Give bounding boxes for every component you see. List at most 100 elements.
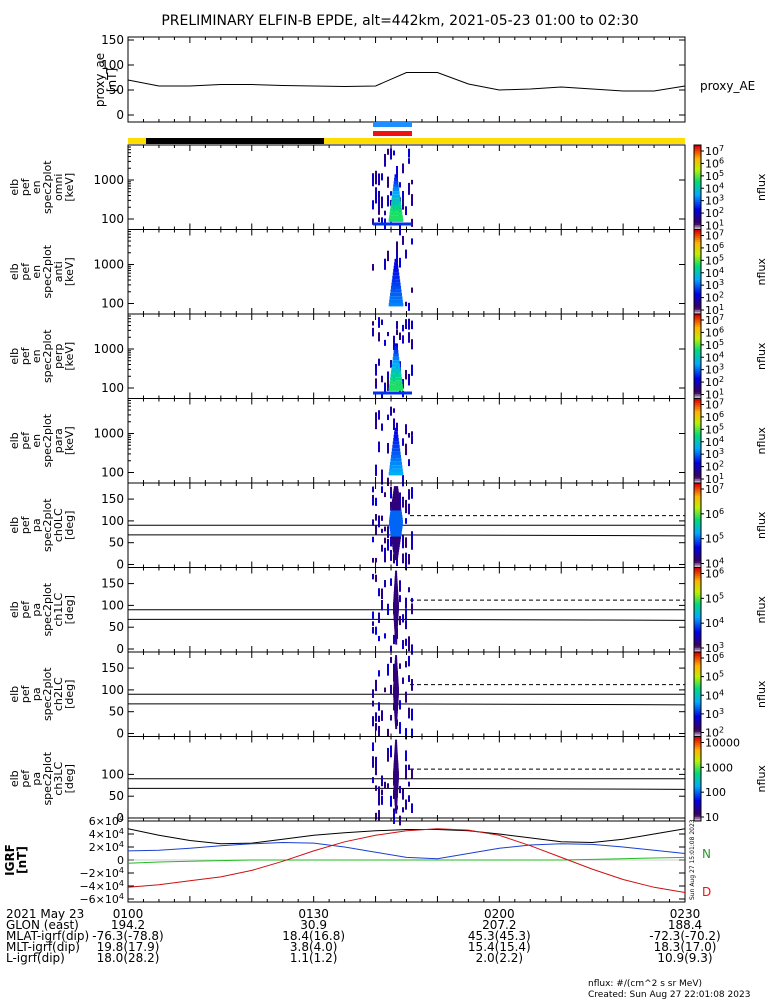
spec-pixel [405, 661, 407, 668]
colorbar-cell [694, 174, 701, 178]
colorbar-cell [694, 713, 701, 716]
spec-core [393, 265, 399, 269]
spec-pixel [405, 319, 407, 330]
colorbar-cell [694, 411, 701, 414]
spec-pixel [372, 777, 374, 784]
spec-pixel [378, 358, 380, 366]
orbit-cell: 0130 [298, 907, 329, 921]
spec-pixel [393, 150, 395, 156]
colorbar-cell [694, 812, 701, 816]
spec-pixel [411, 197, 413, 206]
colorbar-cell [694, 658, 701, 661]
spec-pixel [384, 555, 386, 563]
colorbar-label-exp: 6 [719, 325, 724, 334]
colorbar-cell [694, 567, 701, 571]
spec-core [394, 174, 398, 178]
colorbar-cell [694, 801, 701, 805]
panel-ylabel: en [30, 434, 43, 448]
footer-units: nflux: #/(cm^2 s sr MeV) [588, 979, 702, 989]
en-tick-label: 100 [101, 297, 124, 311]
colorbar-cell [694, 571, 701, 575]
colorbar-cell [694, 649, 701, 653]
colorbar-cell [694, 533, 701, 537]
colorbar-cell [694, 212, 701, 216]
spec-pixel [411, 339, 413, 344]
spec-pixel [372, 716, 374, 727]
spec-core [394, 346, 398, 351]
colorbar-label-exp: 7 [719, 313, 724, 322]
colorbar-label: 105 [705, 531, 724, 546]
colorbar-cell [694, 499, 701, 503]
colorbar-cell [694, 632, 701, 636]
sunlight-bar [128, 138, 685, 144]
colorbar-label-exp: 3 [719, 193, 724, 202]
colorbar-cell [694, 580, 701, 583]
colorbar-cell [694, 763, 701, 767]
state-bars [128, 122, 685, 144]
orbit-cell: 45.3(45.3) [468, 929, 531, 943]
colorbar-cell [694, 392, 701, 395]
spec-pixel [405, 518, 407, 524]
spec-pixel [411, 194, 413, 200]
spec-core [390, 208, 402, 212]
colorbar-label-exp: 4 [719, 616, 724, 625]
colorbar-cell [694, 548, 701, 552]
colorbar-cell [694, 810, 701, 814]
igrf-tick-label: −6×104 [79, 892, 124, 907]
colorbar-cell [694, 333, 701, 336]
spec-pixel [387, 377, 389, 389]
spec-pixel [390, 795, 392, 807]
figure-title: PRELIMINARY ELFIN-B EPDE, alt=442km, 202… [161, 13, 638, 29]
colorbar-cell [694, 620, 701, 623]
orbit-table: 2021 May 23 0100 0130 0200 0230 GLON (east) 19… [6, 907, 721, 965]
colorbar-cell [694, 757, 701, 761]
spec-pixel [399, 785, 401, 794]
colorbar-cell [694, 352, 701, 355]
panel-ylabel: elb [8, 179, 21, 196]
spec-pixel [402, 205, 404, 210]
spec-pixel [378, 810, 380, 821]
spec-pixel [411, 238, 413, 245]
colorbar-cell [694, 259, 701, 262]
colorbar-label-exp: 7 [719, 144, 724, 153]
spec-core [394, 431, 398, 435]
pa-loss-cone-line [128, 703, 686, 706]
spec-core [392, 360, 400, 364]
colorbar-cell [694, 671, 701, 674]
panel-ylabel: en [30, 349, 43, 363]
colorbar-cell [694, 624, 701, 628]
colorbar-cell [694, 265, 701, 269]
spec-pixel [390, 745, 392, 758]
colorbar-label-exp: 6 [719, 566, 724, 575]
colorbar-cell [694, 706, 701, 710]
spec-pixel [390, 148, 392, 160]
igrf-tick-label: 0 [117, 854, 124, 867]
pa-tick-label: 0 [116, 642, 124, 656]
colorbar-cell [694, 563, 701, 566]
colorbar-cell [694, 575, 701, 579]
colorbar-cell [694, 588, 701, 592]
spec-pixel [408, 158, 410, 164]
colorbar-label: 107 [705, 482, 724, 497]
colorbar-cell [694, 641, 701, 645]
colorbar-cell [694, 597, 701, 600]
spec-pixel [387, 606, 389, 614]
spec-pixel [372, 519, 374, 526]
pa-tick-label: 50 [109, 536, 124, 550]
colorbar-cell [694, 502, 701, 505]
proxy-ae-tick-label: 0 [116, 108, 124, 122]
colorbar-cell [694, 275, 701, 279]
spec-pixel [381, 196, 383, 205]
spec-pixel [372, 573, 374, 580]
igrf-blue-line [127, 841, 686, 860]
spec-core [393, 438, 399, 442]
spec-pixel [375, 173, 377, 185]
colorbar-cell [694, 506, 701, 509]
colorbar-label-exp: 5 [719, 168, 724, 177]
spec-pixel [402, 235, 404, 245]
spec-pixel [390, 406, 392, 416]
panel-ylabel: spec2plot [41, 244, 54, 298]
spec-pixel [381, 544, 383, 552]
